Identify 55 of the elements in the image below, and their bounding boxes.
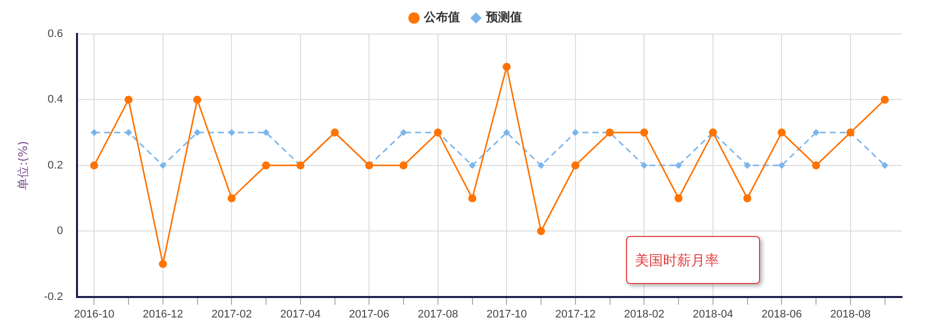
- point: [675, 162, 682, 169]
- point: [228, 194, 236, 202]
- point: [158, 260, 167, 268]
- point: [400, 129, 408, 136]
- point: [400, 161, 408, 170]
- point: [881, 162, 888, 169]
- point: [468, 194, 476, 202]
- y-tick-label: 0.6: [48, 28, 63, 40]
- x-tick-label: 2017-12: [555, 308, 596, 320]
- point: [468, 162, 476, 169]
- point: [640, 162, 648, 169]
- point: [125, 129, 132, 136]
- point: [503, 129, 510, 136]
- point: [262, 161, 270, 170]
- x-tick-label: 2016-12: [142, 308, 184, 320]
- x-tick-label: 2016-10: [74, 308, 114, 320]
- y-axis-title: 单位:(%): [16, 140, 30, 190]
- point: [159, 162, 166, 169]
- point: [124, 96, 133, 104]
- point: [262, 129, 270, 136]
- point: [812, 129, 820, 136]
- point: [571, 161, 580, 170]
- callout-box: 美国时薪月率: [626, 236, 760, 284]
- point: [778, 162, 786, 169]
- point: [228, 129, 236, 136]
- point: [743, 194, 752, 202]
- x-tick-label: 2018-06: [761, 308, 802, 320]
- point: [674, 194, 683, 202]
- x-tick-label: 2017-10: [486, 308, 527, 320]
- y-tick-label: 0: [56, 225, 63, 238]
- y-tick-label: -0.2: [44, 290, 63, 303]
- point: [880, 96, 889, 104]
- point: [572, 129, 579, 136]
- x-tick-label: 2018-04: [692, 308, 734, 320]
- point: [502, 62, 511, 71]
- point: [90, 129, 98, 136]
- point: [744, 162, 751, 169]
- y-tick-label: 0.2: [48, 159, 63, 172]
- legend-label: 预测值: [485, 10, 522, 24]
- y-tick-label: 0.4: [48, 94, 63, 106]
- x-tick-label: 2017-04: [280, 308, 321, 320]
- x-tick-label: 2018-08: [830, 308, 871, 320]
- point: [640, 128, 648, 137]
- point: [812, 161, 820, 170]
- point: [194, 129, 201, 136]
- legend-label: 公布值: [423, 10, 460, 24]
- x-tick-label: 2017-06: [348, 308, 390, 320]
- x-tick-label: 2018-02: [624, 308, 664, 320]
- point: [778, 128, 786, 137]
- point: [193, 96, 202, 104]
- point: [90, 161, 98, 170]
- point: [538, 162, 545, 169]
- x-tick-label: 2017-08: [418, 308, 458, 320]
- x-tick-label: 2017-02: [211, 308, 252, 320]
- point: [537, 227, 546, 236]
